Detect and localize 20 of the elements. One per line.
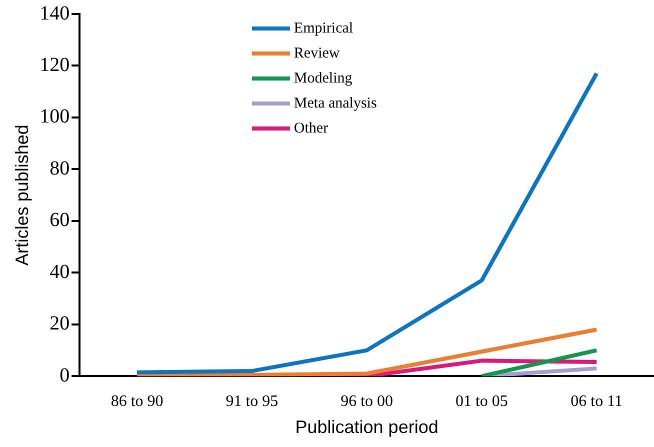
legend-label: Review bbox=[294, 45, 340, 62]
y-tick-label: 60 bbox=[50, 209, 70, 232]
y-tick-label: 100 bbox=[40, 106, 70, 128]
y-tick-label: 0 bbox=[60, 364, 70, 386]
legend-label: Empirical bbox=[294, 20, 354, 36]
legend-label: Other bbox=[294, 120, 328, 136]
y-tick-label: 140 bbox=[40, 2, 70, 24]
legend-label: Meta analysis bbox=[294, 95, 377, 112]
x-tick-label: 86 to 90 bbox=[110, 393, 164, 410]
x-tick-label: 96 to 00 bbox=[340, 393, 394, 410]
x-tick-label: 91 to 95 bbox=[226, 393, 278, 410]
x-axis-title: Publication period bbox=[295, 417, 438, 438]
legend-label: Modeling bbox=[294, 70, 353, 86]
y-tick-label: 80 bbox=[50, 157, 70, 180]
y-tick-label: 120 bbox=[40, 54, 70, 76]
y-axis-title: Articles published bbox=[12, 124, 32, 266]
y-tick-label: 20 bbox=[50, 312, 70, 335]
x-tick-label: 06 to 11 bbox=[570, 393, 622, 410]
y-tick-label: 40 bbox=[50, 260, 70, 283]
x-tick-label: 01 to 05 bbox=[455, 393, 508, 410]
